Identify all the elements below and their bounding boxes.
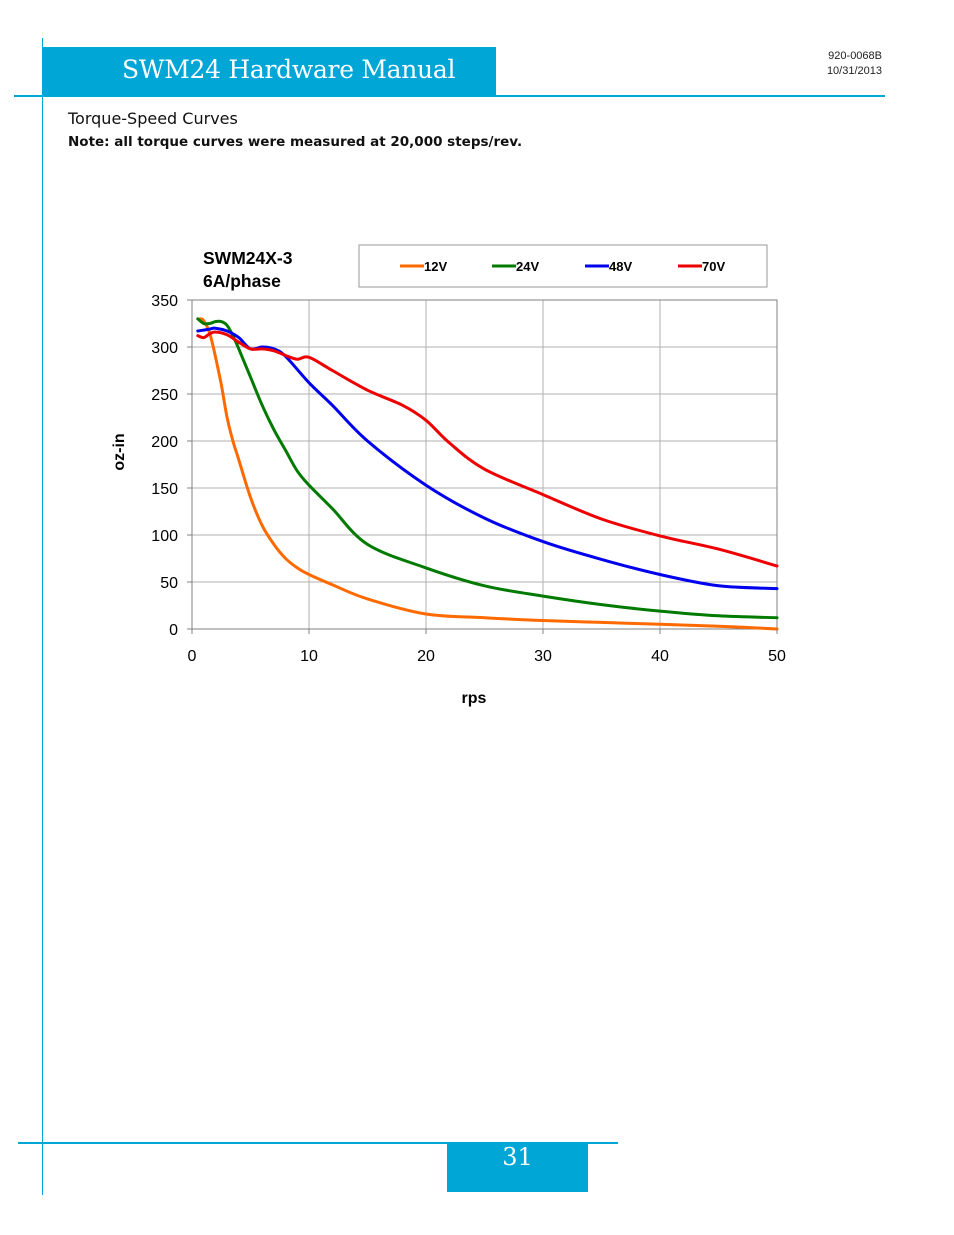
- page-number: 31: [502, 1143, 533, 1171]
- series-line-70V: [196, 330, 779, 568]
- legend-label-24V: 24V: [516, 259, 539, 274]
- x-tick-label: 40: [651, 648, 669, 665]
- y-tick-label: 150: [151, 481, 178, 498]
- chart-title-line1: SWM24X-3: [203, 248, 293, 268]
- page-number-box: 31: [447, 1144, 588, 1192]
- footer-rule: [18, 1142, 618, 1144]
- manual-title: SWM24 Hardware Manual: [122, 55, 456, 84]
- doc-date: 10/31/2013: [826, 65, 882, 77]
- y-tick-label: 100: [151, 528, 178, 545]
- section-title: Torque-Speed Curves: [68, 109, 238, 128]
- legend-label-48V: 48V: [609, 259, 632, 274]
- header-rule: [14, 95, 885, 97]
- x-tick-label: 30: [534, 648, 552, 665]
- y-axis-label: oz-in: [111, 433, 128, 470]
- series-line-48V: [196, 326, 779, 591]
- x-axis-label: rps: [462, 690, 487, 707]
- x-tick-label: 0: [188, 648, 197, 665]
- plot-area-border: [191, 299, 778, 630]
- legend-label-12V: 12V: [424, 259, 447, 274]
- header-title-box: SWM24 Hardware Manual: [43, 47, 496, 95]
- x-tick-label: 20: [417, 648, 435, 665]
- doc-number: 920-0068B: [828, 50, 882, 62]
- series-line-12V: [198, 317, 779, 631]
- section-note: Note: all torque curves were measured at…: [68, 134, 523, 150]
- chart-title-line2: 6A/phase: [203, 271, 281, 291]
- doc-info: 920-0068B 10/31/2013: [827, 49, 882, 79]
- y-tick-label: 300: [151, 340, 178, 357]
- chart-ticks: 0 50 100 150 200 250 300 350 0 10 20 30 40 50: [151, 293, 786, 665]
- torque-speed-chart: 0 50 100 150 200 250 300 350 0 10 20 30 40 50 SWM24X-…: [111, 244, 786, 707]
- legend-label-70V: 70V: [702, 259, 725, 274]
- x-tick-label: 10: [300, 648, 318, 665]
- y-tick-label: 250: [151, 387, 178, 404]
- y-tick-label: 50: [160, 575, 178, 592]
- left-margin-line: [42, 38, 43, 1195]
- y-tick-label: 350: [151, 293, 178, 310]
- chart-legend: 12V 24V 48V 70V: [400, 259, 725, 274]
- y-tick-label: 0: [169, 622, 178, 639]
- y-tick-label: 200: [151, 434, 178, 451]
- series-line-24V: [196, 317, 779, 620]
- x-tick-label: 50: [768, 648, 786, 665]
- chart-series: [196, 317, 779, 631]
